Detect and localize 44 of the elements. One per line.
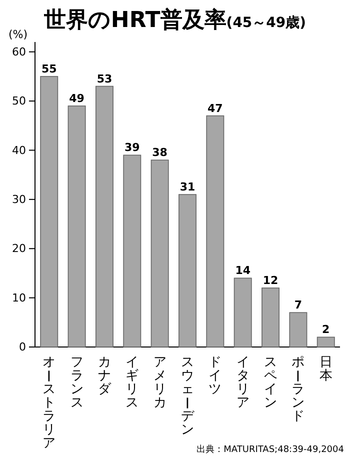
bar xyxy=(234,278,252,348)
bar xyxy=(262,288,280,348)
y-tick-label: 0 xyxy=(19,340,26,354)
chart-title: 世界のHRT普及率 xyxy=(42,7,226,33)
x-tick-label: カナダ xyxy=(98,355,112,397)
y-tick-label: 50 xyxy=(12,94,26,108)
data-label: 14 xyxy=(235,264,251,278)
data-label: 49 xyxy=(69,92,84,105)
x-tick-label: ドイツ xyxy=(208,355,222,397)
data-label: 31 xyxy=(180,180,196,194)
data-label: 2 xyxy=(322,323,330,336)
data-label: 7 xyxy=(294,298,302,312)
x-tick-label: イタリア xyxy=(236,355,250,410)
data-label: 38 xyxy=(152,146,168,160)
data-label: 47 xyxy=(208,102,223,115)
bar xyxy=(95,86,114,348)
data-label: 55 xyxy=(41,62,57,76)
bar xyxy=(206,115,224,348)
data-label: 39 xyxy=(124,141,140,154)
bar xyxy=(123,154,142,348)
chart-subtitle: (45～49歳) xyxy=(226,15,306,31)
data-label: 53 xyxy=(96,72,112,86)
x-tick-label: スウェーデン xyxy=(178,355,195,438)
x-tick-label: スペイン xyxy=(264,355,278,410)
x-tick-label: 日本 xyxy=(319,355,332,384)
x-tick-label: オーストラリア xyxy=(40,355,56,451)
y-axis-title: (%) xyxy=(8,28,28,41)
bar xyxy=(316,336,335,348)
bar xyxy=(289,312,308,348)
y-tick-label: 20 xyxy=(12,242,26,256)
data-label: 12 xyxy=(262,274,278,287)
y-tick-label: 30 xyxy=(12,192,26,206)
x-tick-label: アメリカ xyxy=(153,355,166,410)
y-tick-label: 60 xyxy=(12,45,26,58)
bar xyxy=(68,106,86,348)
bar xyxy=(178,194,196,348)
x-tick-label: フランス xyxy=(70,355,84,410)
x-tick-label: ポーランド xyxy=(289,355,305,424)
y-tick-label: 40 xyxy=(12,144,26,157)
x-tick-label: イギリス xyxy=(126,355,139,410)
source-note: 出典：MATURITAS;48:39-49,2004 xyxy=(196,444,344,455)
bar xyxy=(40,76,58,348)
y-tick-label: 10 xyxy=(12,291,26,304)
bar xyxy=(150,160,169,348)
